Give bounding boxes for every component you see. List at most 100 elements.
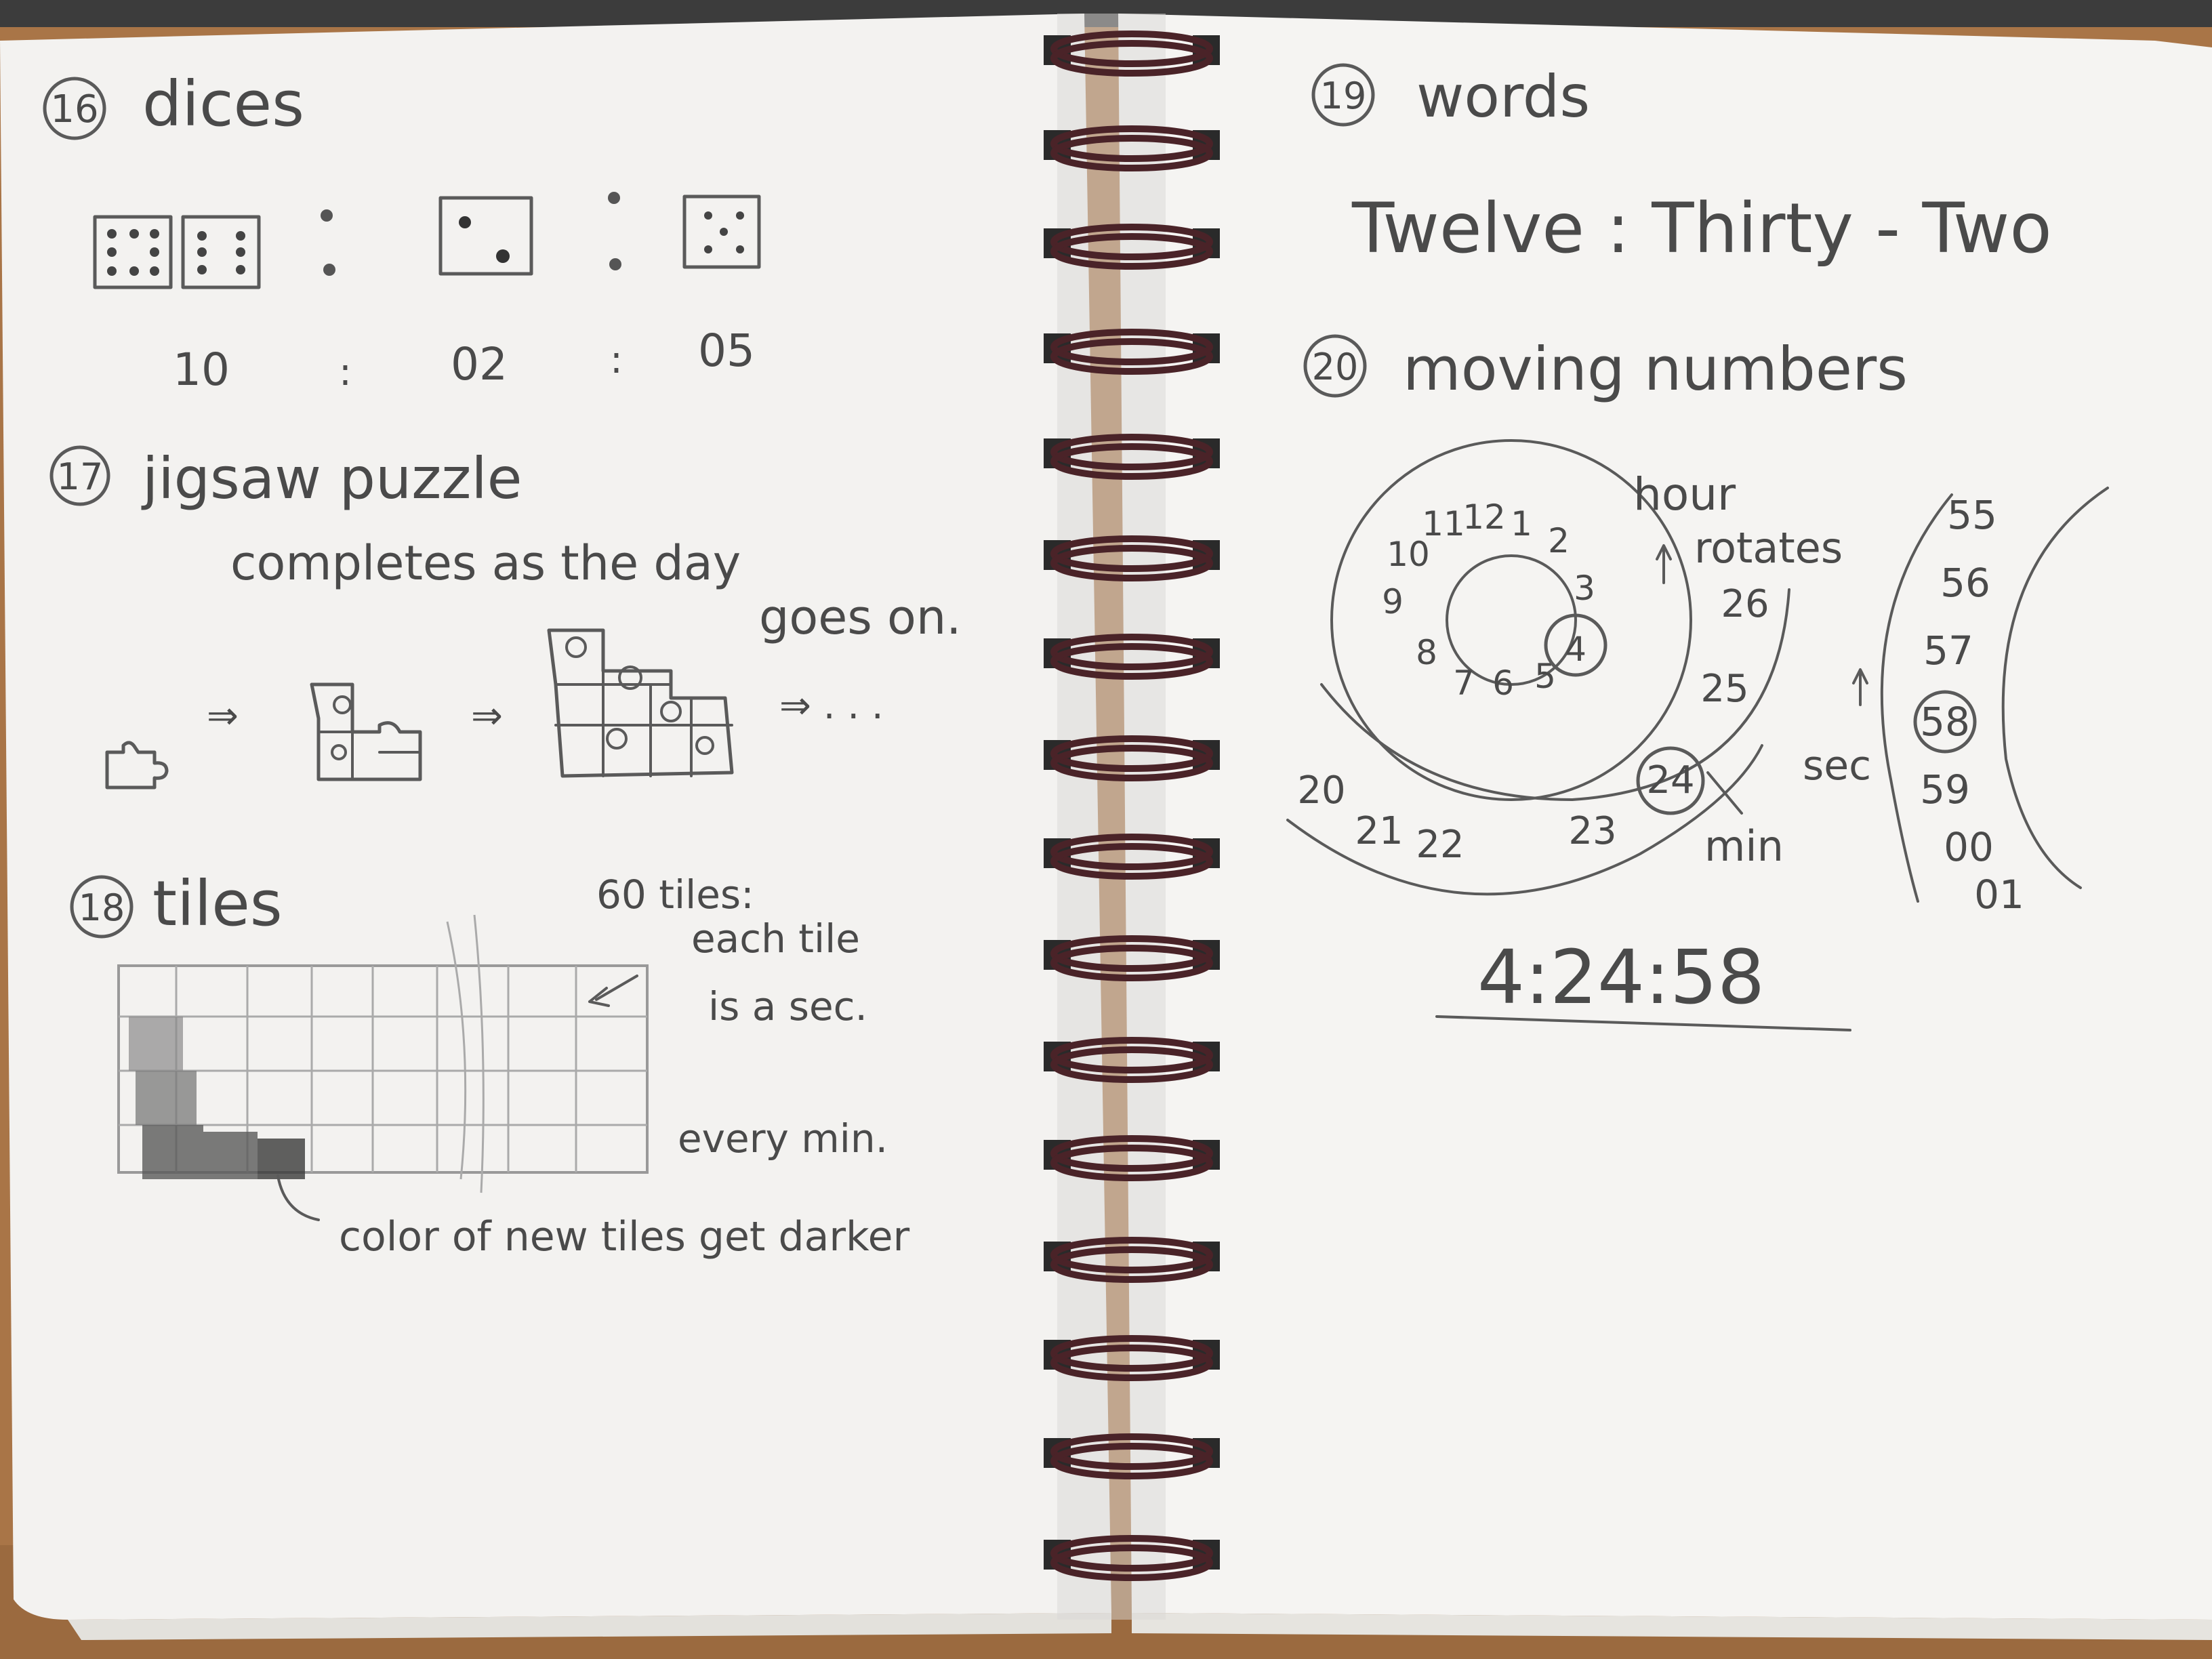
pointer-line — [276, 1174, 320, 1221]
hour-number: 11 — [1422, 504, 1465, 544]
right-page — [1118, 14, 2212, 1620]
spiral-ring — [1050, 1544, 1213, 1581]
section-number: 17 — [57, 455, 104, 498]
rotates-label: rotates — [1694, 523, 1843, 573]
sec-label: sec — [1803, 742, 1871, 790]
section-number: 18 — [79, 886, 125, 929]
dice-seconds: 05 — [698, 325, 755, 377]
sec-arrow-icon — [1852, 668, 1868, 706]
spiral-ring — [1050, 745, 1213, 781]
second-number: 58 — [1920, 699, 1970, 745]
minute-number: 25 — [1700, 667, 1748, 711]
hour-number: 4 — [1565, 630, 1586, 669]
minute-number: 21 — [1355, 809, 1403, 853]
section-title: dices — [142, 68, 304, 140]
rotates-arrow-icon — [1656, 544, 1672, 584]
spiral-ring — [1050, 233, 1213, 270]
spiral-ring — [1050, 735, 1213, 772]
section-number-circle — [49, 445, 110, 506]
section-17: 17 jigsaw puzzle completes as the day go… — [49, 445, 962, 790]
section-18: 18 tiles 60 tiles: each tile is a sec. — [70, 867, 910, 1261]
dice-hours: 10 — [173, 344, 230, 396]
spiral-ring — [1050, 1135, 1213, 1172]
hour-number: 6 — [1492, 663, 1514, 703]
puzzle-cluster-small-icon — [310, 682, 422, 781]
words-phrase: Twelve : Thirty - Two — [1351, 188, 2052, 269]
spiral-ring — [1050, 643, 1213, 680]
second-number: 59 — [1920, 766, 1970, 813]
seconds-arc-right — [2001, 487, 2109, 889]
spiral-ring — [1050, 443, 1213, 480]
second-number: 00 — [1944, 824, 1994, 870]
hour-label: hour — [1633, 468, 1736, 520]
section-number-circle — [70, 875, 134, 939]
section-number: 20 — [1312, 346, 1359, 388]
hour-number: 9 — [1382, 582, 1404, 621]
section-number-circle — [43, 77, 106, 140]
minute-number: 23 — [1568, 809, 1616, 853]
description-line: goes on. — [759, 590, 962, 645]
minute-number: 22 — [1416, 823, 1464, 867]
section-number-circle — [1311, 63, 1375, 127]
section-title: tiles — [152, 867, 283, 940]
minute-arc-inner — [1320, 588, 1790, 801]
section-number: 16 — [50, 87, 98, 131]
die-five-icon — [682, 194, 761, 269]
spiral-ring — [1050, 434, 1213, 470]
spiral-ring — [1050, 1046, 1213, 1083]
spiral-ring — [1050, 545, 1213, 581]
section-title: moving numbers — [1403, 334, 1908, 404]
section-16: 16 dices 10 — [43, 68, 761, 396]
tiles-note: 60 tiles: — [596, 872, 754, 918]
every-min-label: every min. — [678, 1115, 888, 1162]
spiral-ring — [1050, 1345, 1213, 1381]
minute-number: 24 — [1646, 758, 1694, 802]
second-number: 01 — [1974, 872, 2024, 918]
min-label: min — [1704, 821, 1784, 871]
tile-grid-icon — [117, 914, 649, 1193]
minute-arc-outer — [1286, 744, 1763, 896]
spiral-ring — [1050, 1335, 1213, 1372]
minute-number: 20 — [1297, 769, 1345, 813]
result-underline — [1435, 1015, 1851, 1031]
hour-highlight-circle — [1544, 613, 1607, 677]
arrow-icon: ⇒ — [471, 694, 503, 738]
spiral-ring — [1050, 30, 1213, 67]
second-highlight-circle — [1913, 690, 1977, 754]
seconds-arc-left — [1880, 493, 1953, 903]
die-two-icon — [438, 196, 533, 276]
spiral-ring — [1050, 843, 1213, 880]
section-title: jigsaw puzzle — [141, 445, 522, 512]
time-separator: : — [339, 350, 352, 394]
right-page-edge — [1132, 1613, 2212, 1640]
spiral-ring — [1050, 834, 1213, 870]
section-number-circle — [1303, 334, 1367, 398]
arrow-ellipsis: ⇒ . . . — [779, 684, 884, 728]
result-time: 4:24:58 — [1477, 934, 1765, 1021]
spiral-ring — [1050, 1443, 1213, 1479]
tiles-note: is a sec. — [708, 983, 867, 1029]
spiral-ring — [1050, 338, 1213, 375]
min-arrow — [1706, 771, 1743, 815]
left-page — [0, 14, 1111, 1620]
spiral-binding — [1044, 30, 1220, 1581]
hour-ring-icon — [1330, 439, 1692, 801]
spiral-ring — [1050, 40, 1213, 77]
spiral-ring — [1050, 135, 1213, 171]
arrow-icon: ⇒ — [207, 694, 239, 738]
puzzle-cluster-large-icon — [547, 628, 734, 778]
tiles-note: each tile — [691, 916, 860, 962]
hour-number: 8 — [1416, 633, 1437, 672]
spiral-ring — [1050, 1037, 1213, 1073]
hour-number: 2 — [1548, 521, 1570, 560]
hour-number: 1 — [1511, 504, 1532, 544]
hour-number: 10 — [1387, 535, 1430, 574]
spiral-ring — [1050, 935, 1213, 972]
colon-dots-icon — [608, 192, 621, 270]
section-19: 19 words Twelve : Thirty - Two — [1311, 63, 2052, 269]
minute-number: 26 — [1721, 582, 1769, 626]
